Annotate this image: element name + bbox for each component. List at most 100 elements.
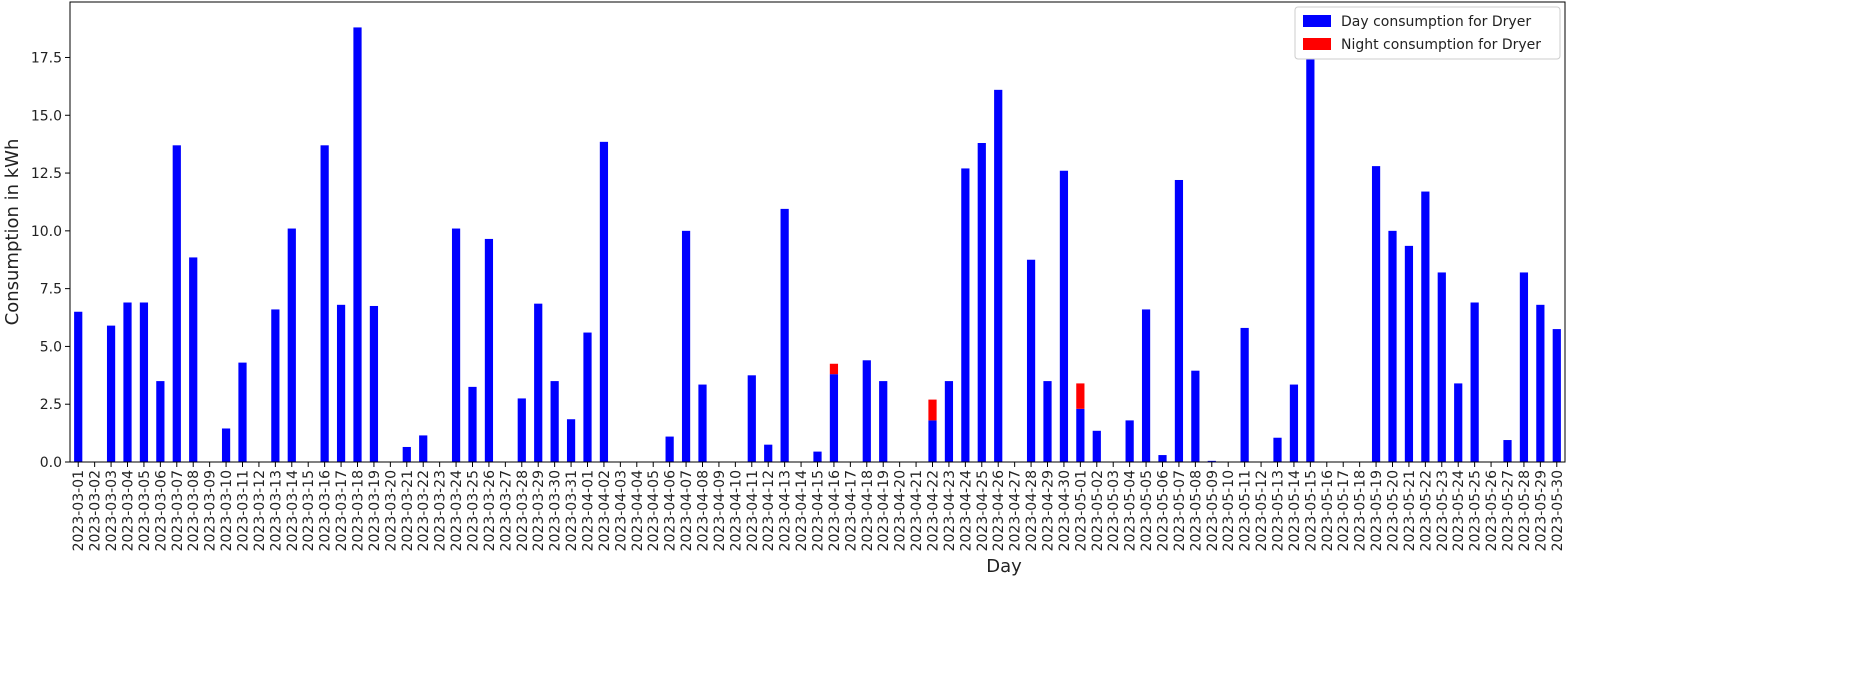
x-tick-label: 2023-03-11 bbox=[236, 470, 252, 551]
y-tick-label: 0.0 bbox=[40, 455, 62, 471]
bar bbox=[780, 208, 789, 462]
x-tick-label: 2023-04-04 bbox=[630, 470, 646, 551]
x-tick-label: 2023-03-09 bbox=[203, 470, 219, 551]
bar bbox=[139, 302, 149, 462]
x-tick-label: 2023-04-01 bbox=[581, 470, 597, 551]
legend-label: Day consumption for Dryer bbox=[1341, 14, 1531, 30]
x-tick-label: 2023-04-30 bbox=[1057, 470, 1073, 551]
bar bbox=[1388, 230, 1397, 462]
bar bbox=[172, 145, 181, 462]
legend-swatch bbox=[1303, 38, 1331, 50]
x-tick-label: 2023-03-23 bbox=[433, 470, 449, 551]
bar bbox=[1552, 329, 1561, 462]
x-tick-label: 2023-04-10 bbox=[728, 470, 744, 551]
y-tick-label: 2.5 bbox=[40, 397, 62, 413]
bar bbox=[599, 141, 609, 462]
bar bbox=[1125, 420, 1134, 462]
x-tick-label: 2023-05-02 bbox=[1090, 470, 1106, 551]
y-tick-label: 12.5 bbox=[31, 166, 62, 182]
x-tick-label: 2023-05-23 bbox=[1435, 470, 1451, 551]
x-tick-label: 2023-04-14 bbox=[794, 470, 810, 551]
x-tick-label: 2023-03-28 bbox=[515, 470, 531, 551]
bar bbox=[1421, 191, 1430, 463]
x-tick-label: 2023-04-29 bbox=[1041, 470, 1057, 551]
x-tick-label: 2023-03-12 bbox=[252, 470, 268, 551]
x-tick-label: 2023-03-16 bbox=[318, 470, 334, 551]
bar bbox=[1026, 259, 1036, 462]
bar bbox=[1454, 383, 1463, 462]
x-tick-label: 2023-03-22 bbox=[416, 470, 432, 551]
bar bbox=[271, 309, 280, 462]
x-tick-label: 2023-03-25 bbox=[466, 470, 482, 551]
x-tick-label: 2023-03-02 bbox=[88, 470, 104, 551]
bar bbox=[928, 420, 937, 462]
x-tick-label: 2023-03-27 bbox=[498, 470, 514, 551]
x-tick-label: 2023-03-20 bbox=[383, 470, 399, 551]
y-tick-label: 5.0 bbox=[40, 339, 62, 355]
x-tick-label: 2023-04-08 bbox=[696, 470, 712, 551]
x-tick-label: 2023-04-22 bbox=[926, 470, 942, 551]
x-tick-label: 2023-04-24 bbox=[958, 470, 974, 551]
bar bbox=[1059, 170, 1069, 462]
bar bbox=[928, 399, 937, 421]
bar bbox=[1076, 408, 1085, 462]
x-tick-label: 2023-05-30 bbox=[1550, 470, 1566, 551]
x-tick-label: 2023-05-17 bbox=[1336, 470, 1352, 551]
x-tick-label: 2023-04-03 bbox=[613, 470, 629, 551]
bar bbox=[583, 332, 592, 462]
x-tick-label: 2023-03-06 bbox=[153, 470, 169, 551]
x-tick-label: 2023-03-10 bbox=[219, 470, 235, 551]
x-tick-label: 2023-03-30 bbox=[548, 470, 564, 551]
x-tick-label: 2023-04-23 bbox=[942, 470, 958, 551]
x-tick-label: 2023-04-15 bbox=[811, 470, 827, 551]
x-tick-label: 2023-05-10 bbox=[1221, 470, 1237, 551]
x-tick-label: 2023-05-21 bbox=[1402, 470, 1418, 551]
bar bbox=[764, 444, 773, 462]
x-tick-label: 2023-04-05 bbox=[646, 470, 662, 551]
x-tick-label: 2023-03-14 bbox=[285, 470, 301, 551]
x-tick-label: 2023-04-27 bbox=[1008, 470, 1024, 551]
x-tick-label: 2023-03-29 bbox=[531, 470, 547, 551]
bar bbox=[862, 360, 871, 462]
x-tick-label: 2023-05-22 bbox=[1418, 470, 1434, 551]
x-tick-label: 2023-04-21 bbox=[909, 470, 925, 551]
bar bbox=[1273, 437, 1282, 462]
bar bbox=[123, 302, 132, 462]
y-axis-label: Consumption in kWh bbox=[2, 139, 23, 326]
x-tick-label: 2023-03-07 bbox=[170, 470, 186, 551]
x-tick-label: 2023-03-01 bbox=[71, 470, 87, 551]
bar bbox=[1207, 460, 1216, 462]
bar bbox=[944, 381, 954, 462]
bar bbox=[369, 305, 379, 462]
x-tick-label: 2023-05-15 bbox=[1303, 470, 1319, 551]
bar bbox=[287, 228, 296, 462]
x-tick-label: 2023-05-04 bbox=[1123, 470, 1139, 551]
x-tick-label: 2023-05-14 bbox=[1287, 470, 1303, 551]
x-tick-label: 2023-04-16 bbox=[827, 470, 843, 551]
x-tick-label: 2023-05-09 bbox=[1205, 470, 1221, 551]
legend-label: Night consumption for Dryer bbox=[1341, 37, 1541, 53]
x-tick-label: 2023-05-12 bbox=[1254, 470, 1270, 551]
x-tick-label: 2023-03-03 bbox=[104, 470, 120, 551]
x-tick-label: 2023-05-18 bbox=[1353, 470, 1369, 551]
x-tick-label: 2023-03-18 bbox=[351, 470, 367, 551]
bar bbox=[484, 238, 494, 462]
x-tick-label: 2023-04-18 bbox=[860, 470, 876, 551]
x-tick-label: 2023-03-04 bbox=[121, 470, 137, 551]
bar bbox=[221, 428, 231, 462]
bar bbox=[829, 374, 839, 462]
x-tick-label: 2023-04-20 bbox=[893, 470, 909, 551]
x-tick-label: 2023-05-16 bbox=[1320, 470, 1336, 551]
x-axis-label: Day bbox=[986, 556, 1022, 577]
bar bbox=[1371, 166, 1381, 462]
bar bbox=[566, 419, 576, 462]
x-tick-label: 2023-03-13 bbox=[268, 470, 284, 551]
x-tick-label: 2023-04-11 bbox=[745, 470, 761, 551]
bar bbox=[550, 381, 559, 462]
x-tick-label: 2023-04-17 bbox=[843, 470, 859, 551]
bar bbox=[994, 89, 1003, 462]
bar bbox=[534, 303, 543, 462]
x-tick-label: 2023-04-25 bbox=[975, 470, 991, 551]
x-tick-label: 2023-05-29 bbox=[1533, 470, 1549, 551]
